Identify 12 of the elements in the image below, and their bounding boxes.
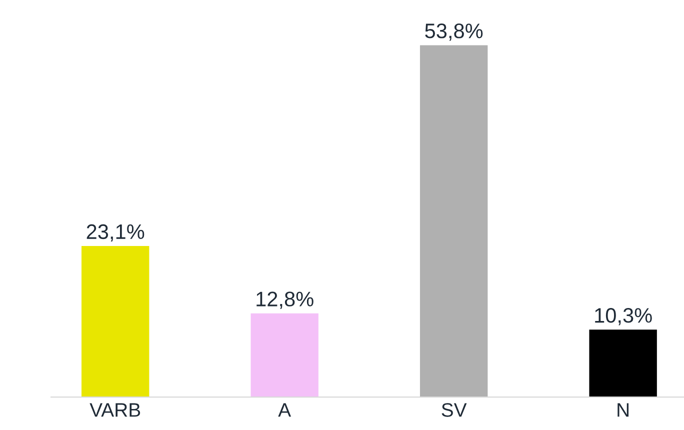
data-label: 53,8%	[425, 24, 483, 41]
x-tick-label: A	[278, 403, 292, 417]
data-label: 23,1%	[86, 224, 144, 242]
bar	[81, 246, 150, 398]
bar	[589, 330, 657, 398]
x-tick-label: N	[618, 403, 629, 417]
data-label: 10,3%	[595, 308, 652, 326]
bar	[250, 313, 318, 398]
data-label: 12,8%	[256, 292, 314, 309]
bar	[420, 45, 488, 398]
x-tick-label: VARB	[90, 403, 140, 417]
x-tick-label: SV	[442, 403, 467, 417]
